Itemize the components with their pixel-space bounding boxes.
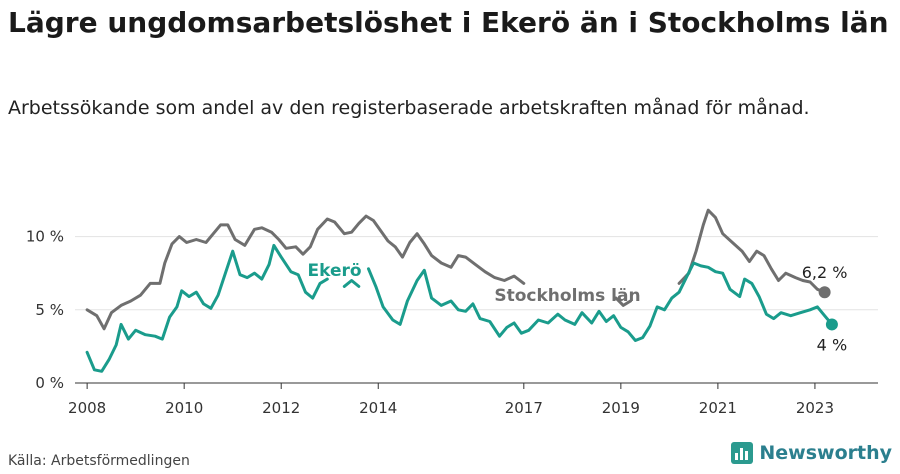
newsworthy-logo-icon [731,442,754,464]
end-label-ekero: 4 % [817,335,847,354]
series-line-stockholms-l-n [85,214,526,331]
brand-logo[interactable]: Newsworthy [731,442,892,464]
x-tick-label: 2010 [165,399,203,417]
end-point-eker- [825,318,838,331]
annotation-ekero: Ekerö [308,261,362,281]
x-tick-label: 2019 [602,399,640,417]
series-line-eker- [367,261,834,342]
series-line-stockholms-l-n [614,296,632,307]
chart-subtitle: Arbetssökande som andel av den registerb… [8,97,810,119]
x-tick-label: 2021 [699,399,737,417]
x-tick-label: 2014 [359,399,397,417]
annotation-stockholms-lan: Stockholms län [494,286,640,306]
series-line-stockholms-l-n [677,208,827,294]
chart-title: Lägre ungdomsarbetslöshet i Ekerö än i S… [8,6,889,39]
series-line-eker- [342,279,361,288]
source-note: Källa: Arbetsförmedlingen [8,453,190,469]
series-line-eker- [85,243,329,373]
x-tick-label: 2017 [505,399,543,417]
y-tick-label: 0 % [35,374,64,392]
y-tick-label: 5 % [35,301,64,319]
end-label-stockholms-lan: 6,2 % [802,263,848,282]
brand-name: Newsworthy [759,442,892,464]
y-tick-label: 10 % [26,228,64,246]
x-tick-label: 2012 [262,399,300,417]
x-tick-label: 2008 [68,399,106,417]
x-tick-label: 2023 [796,399,834,417]
end-point-stockholms-l-n [818,286,831,299]
